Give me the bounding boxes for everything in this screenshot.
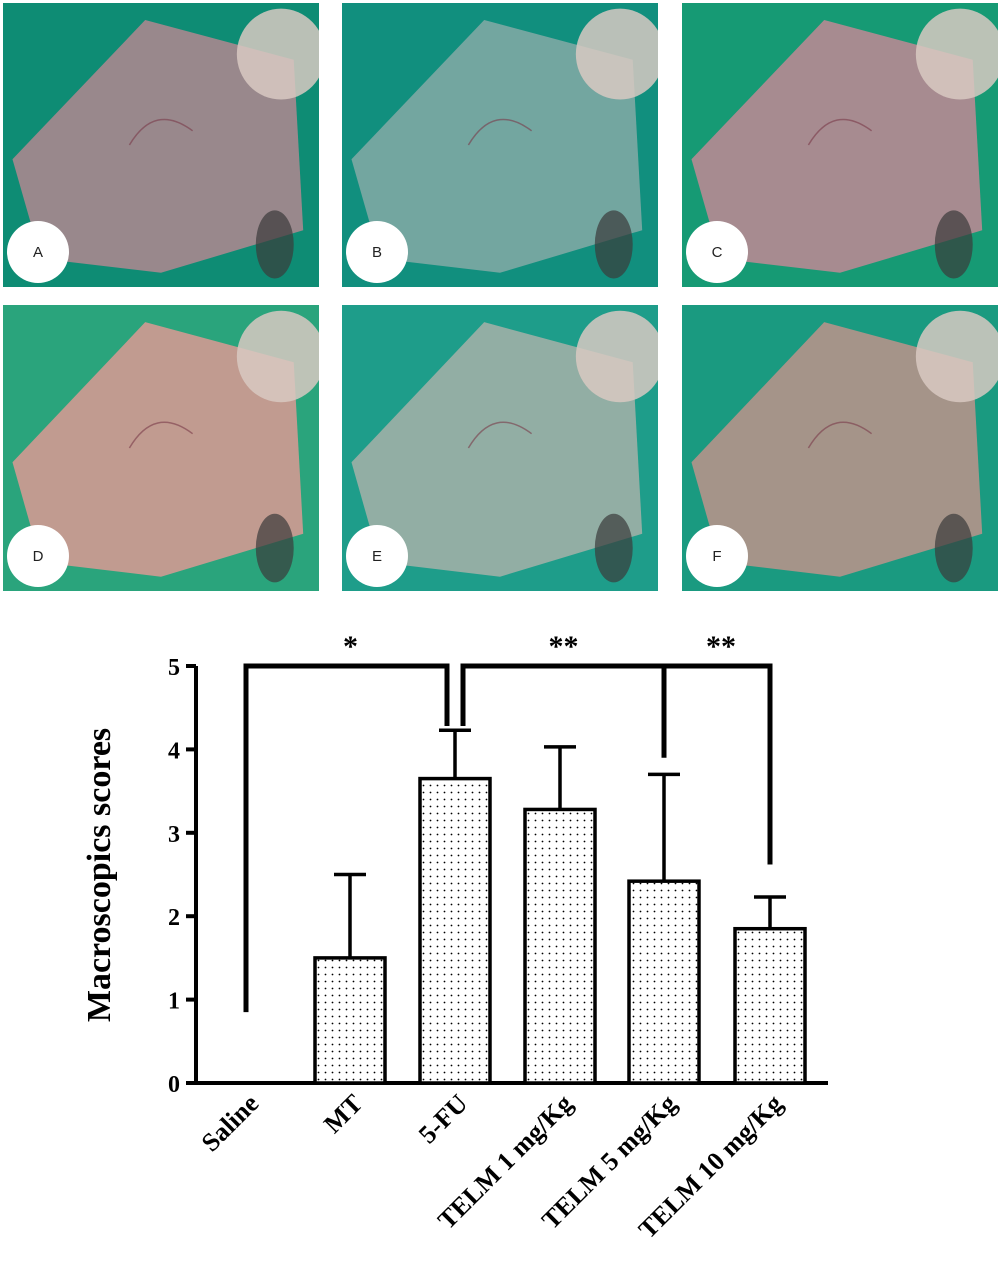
panel-label: D (7, 525, 69, 587)
photo-panel-e: E (342, 305, 658, 591)
significance-label: ** (549, 630, 579, 663)
significance-label: ** (706, 630, 736, 663)
dissection-photo (351, 310, 658, 583)
bar (733, 926, 807, 1085)
panel-label: A (7, 221, 69, 283)
bar (627, 879, 701, 1085)
significance-bracket (460, 663, 773, 865)
dissection-photo (12, 8, 319, 279)
significance-bracket (243, 663, 450, 1013)
panel-label: E (346, 525, 408, 587)
significance-label: * (343, 630, 358, 663)
x-tick-label: Saline (196, 1089, 265, 1158)
dissection-photo (691, 8, 998, 279)
y-tick-label: 5 (168, 655, 180, 681)
photo-panel-a: A (3, 3, 319, 287)
bar (418, 776, 492, 1085)
y-tick-label: 0 (168, 1072, 180, 1098)
x-tick-label: 5-FU (413, 1089, 473, 1149)
photo-panel-b: B (342, 3, 658, 287)
x-tick-label: MT (318, 1089, 368, 1139)
y-tick-label: 2 (168, 905, 180, 931)
panel-label: C (686, 221, 748, 283)
panel-label: F (686, 525, 748, 587)
panel-label: B (346, 221, 408, 283)
bar (523, 807, 597, 1085)
y-tick-label: 1 (168, 989, 180, 1015)
photo-panel-d: D (3, 305, 319, 591)
dissection-photo (691, 310, 998, 583)
y-tick-label: 3 (168, 822, 180, 848)
bar (313, 956, 387, 1085)
y-axis-title: Macroscopics scores (81, 728, 118, 1022)
chart-axes: 0 1 2 3 4 5 (168, 655, 828, 1098)
y-tick-label: 4 (168, 738, 180, 764)
photo-panel-f: F (682, 305, 998, 591)
dissection-photo (351, 8, 658, 279)
dissection-photo (12, 310, 319, 583)
photo-panel-c: C (682, 3, 998, 287)
